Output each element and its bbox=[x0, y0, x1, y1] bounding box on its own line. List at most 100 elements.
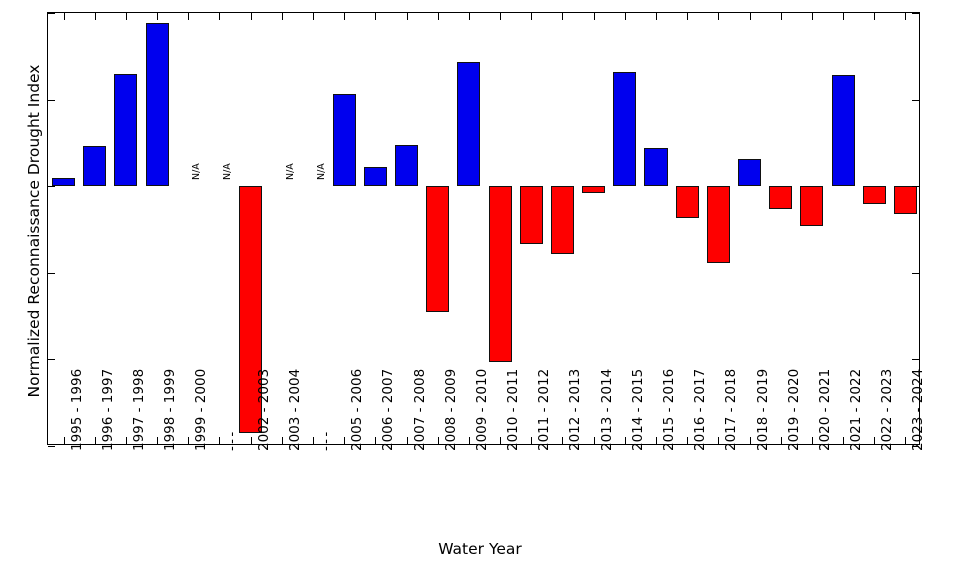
y-axis-tick bbox=[48, 272, 55, 274]
x-axis-tick-label: 2019 - 2020 bbox=[785, 368, 802, 451]
x-axis-tick-label: 2008 - 2009 bbox=[442, 368, 459, 451]
x-axis-tick bbox=[531, 13, 533, 20]
x-axis-tick-label: 2014 - 2015 bbox=[629, 368, 646, 451]
x-axis-tick bbox=[624, 13, 626, 20]
y-axis-tick bbox=[48, 99, 55, 101]
y-axis-title: Normalized Reconnaissance Drought Index bbox=[25, 64, 43, 398]
na-marker: N/A bbox=[191, 163, 203, 181]
x-axis-tick bbox=[531, 437, 533, 444]
y-axis-tick bbox=[48, 446, 55, 447]
x-axis-tick bbox=[624, 437, 626, 444]
x-axis-tick-label: 2017 - 2018 bbox=[723, 368, 740, 451]
x-axis-tick bbox=[188, 437, 190, 444]
bar bbox=[582, 186, 606, 193]
bar bbox=[145, 23, 169, 187]
x-axis-tick bbox=[281, 13, 283, 20]
x-axis-tick bbox=[94, 437, 96, 444]
bar bbox=[52, 178, 76, 187]
x-axis-tick-label: 2021 - 2022 bbox=[848, 368, 865, 451]
x-axis-tick bbox=[655, 13, 657, 20]
x-axis-tick-label: 2018 - 2019 bbox=[754, 368, 771, 451]
x-axis-tick bbox=[655, 437, 657, 444]
x-axis-tick bbox=[687, 13, 689, 20]
bar bbox=[363, 167, 387, 187]
y-axis-tick bbox=[912, 186, 919, 188]
bar bbox=[457, 61, 481, 187]
x-axis-tick-label: 2013 - 2014 bbox=[598, 368, 615, 451]
x-axis-tick-label: 1999 - 2000 bbox=[193, 368, 210, 451]
bar bbox=[395, 145, 419, 187]
x-axis-tick bbox=[250, 437, 252, 444]
bars-layer bbox=[48, 13, 919, 444]
y-axis-tick bbox=[912, 359, 919, 361]
bar bbox=[488, 186, 512, 363]
plot-area: 0.40.20.0−0.2−0.4−0.6 bbox=[47, 12, 920, 447]
y-axis-tick bbox=[48, 186, 55, 188]
x-axis-tick bbox=[468, 437, 470, 444]
y-axis-tick bbox=[912, 13, 919, 14]
x-axis-tick bbox=[500, 13, 502, 20]
x-axis-tick bbox=[687, 437, 689, 444]
bar bbox=[675, 186, 699, 218]
x-axis-tick bbox=[94, 13, 96, 20]
x-axis-tick bbox=[874, 437, 876, 444]
bar bbox=[426, 186, 450, 313]
x-axis-tick bbox=[593, 13, 595, 20]
x-axis-tick bbox=[500, 437, 502, 444]
x-axis-tick bbox=[344, 13, 346, 20]
x-axis-tick-label: 2003 - 2004 bbox=[286, 368, 303, 451]
x-axis-tick bbox=[811, 437, 813, 444]
y-axis-tick bbox=[48, 359, 55, 361]
x-axis-tick bbox=[313, 437, 315, 444]
x-axis-tick-label: 2016 - 2017 bbox=[692, 368, 709, 451]
x-axis-tick bbox=[125, 437, 127, 444]
x-axis-tick bbox=[406, 437, 408, 444]
x-axis-tick bbox=[157, 13, 159, 20]
x-axis-tick bbox=[780, 437, 782, 444]
x-axis-tick-label: - - - bbox=[318, 432, 335, 451]
bar bbox=[644, 148, 668, 187]
bar bbox=[519, 186, 543, 245]
x-axis-tick-label: 2007 - 2008 bbox=[411, 368, 428, 451]
x-axis-tick-label: 1998 - 1999 bbox=[162, 368, 179, 451]
na-marker: N/A bbox=[284, 163, 296, 181]
x-axis-tick bbox=[375, 13, 377, 20]
x-axis-tick bbox=[375, 437, 377, 444]
x-axis-tick bbox=[718, 437, 720, 444]
bar bbox=[114, 74, 138, 187]
x-axis-tick bbox=[749, 13, 751, 20]
x-axis-tick bbox=[281, 437, 283, 444]
x-axis-tick bbox=[749, 437, 751, 444]
x-axis-tick-label: - - - bbox=[224, 432, 241, 451]
x-axis-tick bbox=[905, 13, 907, 20]
x-axis-tick bbox=[593, 437, 595, 444]
x-axis-tick-label: 2015 - 2016 bbox=[660, 368, 677, 451]
bar bbox=[893, 186, 917, 214]
x-axis-tick bbox=[468, 13, 470, 20]
bar bbox=[706, 186, 730, 264]
x-axis-tick-label: 2011 - 2012 bbox=[536, 368, 553, 451]
x-axis-tick bbox=[780, 13, 782, 20]
y-axis-tick bbox=[912, 99, 919, 101]
na-marker: N/A bbox=[316, 163, 328, 181]
x-axis-tick bbox=[562, 437, 564, 444]
x-axis-tick bbox=[718, 13, 720, 20]
bar bbox=[550, 186, 574, 255]
x-axis-tick-label: 2022 - 2023 bbox=[879, 368, 896, 451]
bar bbox=[737, 158, 762, 187]
x-axis-tick bbox=[406, 13, 408, 20]
bar bbox=[83, 146, 107, 187]
x-axis-tick-label: 1995 - 1996 bbox=[68, 368, 85, 451]
x-axis-tick bbox=[313, 13, 315, 20]
x-axis-tick bbox=[219, 13, 221, 20]
x-axis-tick bbox=[157, 437, 159, 444]
x-axis-title: Water Year bbox=[438, 540, 522, 558]
x-axis-tick bbox=[905, 437, 907, 444]
x-axis-tick bbox=[125, 13, 127, 20]
x-axis-tick bbox=[437, 437, 439, 444]
x-axis-tick bbox=[562, 13, 564, 20]
x-axis-tick-label: 1997 - 1998 bbox=[130, 368, 147, 451]
x-axis-tick bbox=[344, 437, 346, 444]
x-axis-tick bbox=[219, 437, 221, 444]
